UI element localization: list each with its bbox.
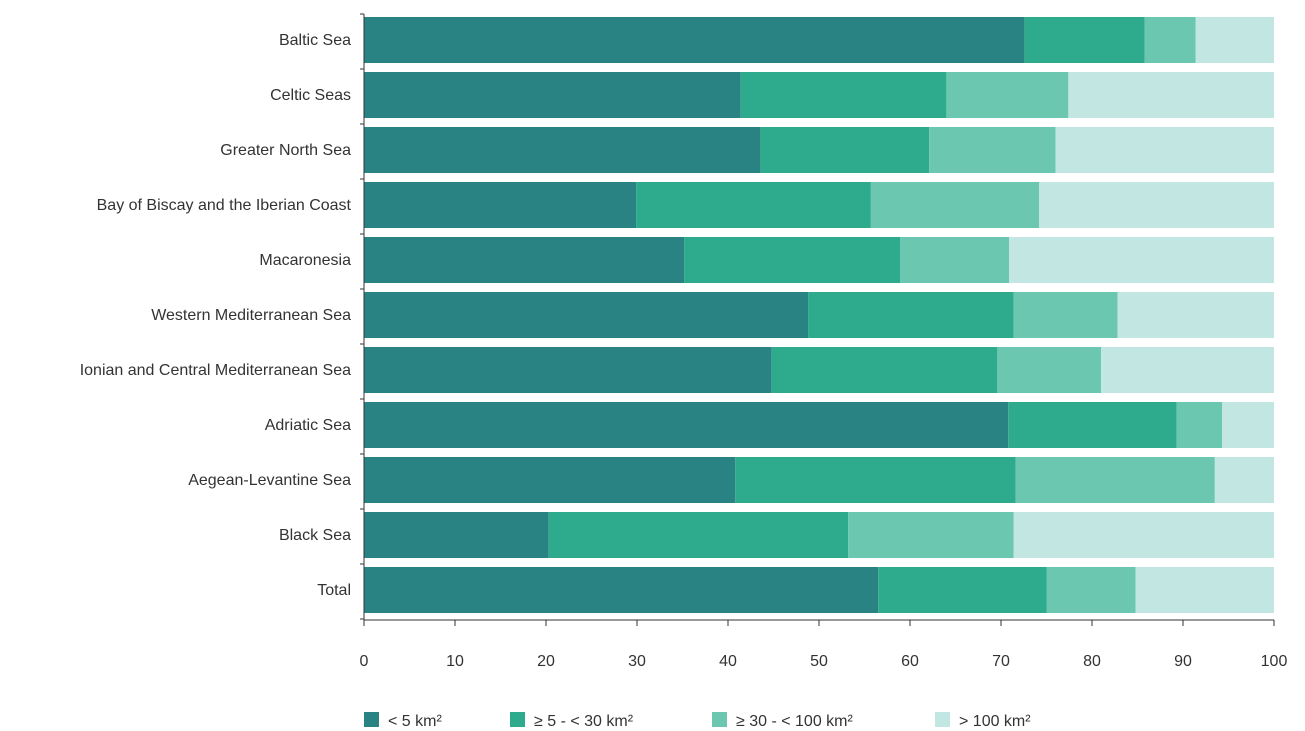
bar-segment (735, 457, 1016, 503)
bar-segment (740, 72, 947, 118)
bar-segment (1135, 567, 1274, 613)
legend-item: ≥ 5 - < 30 km² (510, 712, 634, 730)
bars-group (364, 17, 1274, 613)
x-tick-label: 0 (360, 653, 369, 670)
category-label: Celtic Seas (270, 87, 351, 104)
legend-label: > 100 km² (959, 713, 1031, 730)
bar-segment (929, 127, 1056, 173)
x-tick-label: 30 (628, 653, 646, 670)
legend-label: ≥ 5 - < 30 km² (534, 713, 634, 730)
legend-swatch (364, 712, 379, 727)
x-tick-label: 20 (537, 653, 555, 670)
bar-segment (870, 182, 1040, 228)
x-tick-label: 90 (1174, 653, 1192, 670)
bar-segment (364, 237, 685, 283)
bar-segment (1013, 292, 1118, 338)
bar-segment (1055, 127, 1274, 173)
bar-segment (364, 292, 809, 338)
y-axis: Baltic Sea Celtic Seas Greater North Sea Ba… (80, 13, 365, 620)
category-label: Greater North Sea (220, 142, 351, 159)
bar-segment (1015, 457, 1215, 503)
category-label: Western Mediterranean Sea (151, 307, 351, 324)
legend-label: < 5 km² (388, 713, 442, 730)
bar-segment (808, 292, 1014, 338)
bar-segment (1046, 567, 1136, 613)
x-tick-label: 40 (719, 653, 737, 670)
bar-segment (364, 567, 879, 613)
bar-segment (364, 72, 741, 118)
category-label: Black Sea (279, 527, 351, 544)
x-tick-label: 80 (1083, 653, 1101, 670)
bar-segment (1222, 402, 1274, 448)
legend-item: ≥ 30 - < 100 km² (712, 712, 854, 730)
bar-segment (684, 237, 900, 283)
x-tick-label: 70 (992, 653, 1010, 670)
category-label: Total (317, 582, 351, 599)
bar-segment (878, 567, 1047, 613)
bar-segment (364, 127, 761, 173)
legend-swatch (510, 712, 525, 727)
bar-segment (1009, 237, 1274, 283)
bar-segment (1144, 17, 1196, 63)
bar-segment (1068, 72, 1274, 118)
bar-segment (1117, 292, 1274, 338)
legend-item: < 5 km² (364, 712, 442, 730)
bar-segment (1024, 17, 1145, 63)
category-label: Baltic Sea (279, 32, 351, 49)
legend-item: > 100 km² (935, 712, 1031, 730)
bar-segment (364, 182, 637, 228)
bar-segment (1195, 17, 1274, 63)
x-tick-label: 60 (901, 653, 919, 670)
x-axis: 0 10 20 30 40 50 60 70 80 90 100 (360, 619, 1288, 670)
bar-segment (364, 512, 549, 558)
bar-segment (636, 182, 871, 228)
x-tick-label: 50 (810, 653, 828, 670)
legend-swatch (935, 712, 950, 727)
legend-swatch (712, 712, 727, 727)
category-label: Macaronesia (259, 252, 351, 269)
bar-segment (364, 347, 772, 393)
bar-segment (548, 512, 849, 558)
bar-segment (1039, 182, 1274, 228)
bar-segment (848, 512, 1014, 558)
bar-segment (997, 347, 1102, 393)
bar-segment (1101, 347, 1274, 393)
bar-segment (1214, 457, 1274, 503)
bar-segment (946, 72, 1069, 118)
legend: < 5 km² ≥ 5 - < 30 km² ≥ 30 - < 100 km² > 1… (364, 712, 1031, 730)
bar-segment (899, 237, 1010, 283)
bar-segment (1008, 402, 1177, 448)
bar-segment (760, 127, 930, 173)
bar-segment (1013, 512, 1274, 558)
bar-segment (771, 347, 998, 393)
bar-segment (364, 457, 736, 503)
legend-label: ≥ 30 - < 100 km² (736, 713, 854, 730)
category-label: Aegean-Levantine Sea (188, 472, 351, 489)
category-label: Adriatic Sea (265, 417, 351, 434)
x-tick-label: 100 (1261, 653, 1288, 670)
x-tick-label: 10 (446, 653, 464, 670)
bar-segment (364, 17, 1025, 63)
bar-segment (364, 402, 1009, 448)
category-label: Bay of Biscay and the Iberian Coast (97, 197, 352, 214)
bar-segment (1176, 402, 1223, 448)
category-label: Ionian and Central Mediterranean Sea (80, 362, 351, 379)
